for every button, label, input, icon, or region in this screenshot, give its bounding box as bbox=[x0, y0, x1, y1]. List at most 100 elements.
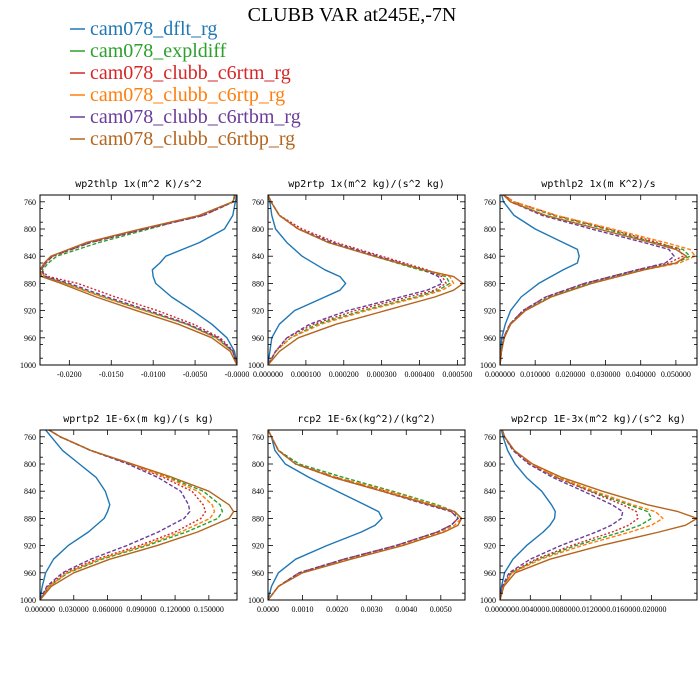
y-tick-label: 880 bbox=[252, 514, 264, 523]
series-line bbox=[500, 195, 580, 365]
x-tick-label: 0.000000 bbox=[485, 605, 515, 614]
panel-title: wp2thlp 1x(m^2 K)/s^2 bbox=[75, 179, 201, 190]
x-tick-label: 0.000000 bbox=[253, 370, 283, 379]
x-tick-label: 0.030000 bbox=[591, 370, 621, 379]
x-tick-label: 0.000100 bbox=[291, 370, 321, 379]
chart-panel: wprtp2 1E-6x(m kg)/(s kg) 760 800 840 880 920… bbox=[20, 414, 238, 614]
x-tick-label: 0.0030 bbox=[361, 605, 383, 614]
series-line bbox=[268, 430, 383, 600]
series-line bbox=[151, 195, 237, 365]
y-tick-label: 880 bbox=[252, 279, 264, 288]
x-tick-label: -0.0200 bbox=[57, 370, 82, 379]
x-tick-label: 0.0010 bbox=[292, 605, 314, 614]
x-tick-label: 0.0050 bbox=[430, 605, 452, 614]
series-line bbox=[40, 430, 191, 600]
series-line bbox=[268, 195, 447, 365]
series-group bbox=[40, 430, 235, 600]
y-tick-label: 960 bbox=[484, 569, 496, 578]
x-tick-label: 0.0040 bbox=[395, 605, 417, 614]
plot-frame bbox=[39, 429, 238, 601]
x-tick-label: -0.0000 bbox=[225, 370, 250, 379]
series-line bbox=[500, 430, 639, 600]
y-tick-label: 800 bbox=[24, 225, 36, 234]
y-tick-label: 840 bbox=[24, 252, 36, 261]
y-tick-label: 920 bbox=[24, 542, 36, 551]
x-tick-label: 0.120000 bbox=[160, 605, 190, 614]
y-tick-label: 960 bbox=[24, 334, 36, 343]
x-tick-label: 0.000000 bbox=[485, 370, 515, 379]
series-line bbox=[500, 430, 624, 600]
y-tick-label: 1000 bbox=[248, 361, 264, 370]
y-tick-label: 920 bbox=[484, 307, 496, 316]
legend-label: cam078_clubb_c6rtm_rg bbox=[90, 62, 291, 84]
series-line bbox=[500, 430, 697, 600]
x-tick-label: -0.0050 bbox=[183, 370, 208, 379]
y-tick-label: 880 bbox=[24, 514, 36, 523]
y-tick-label: 800 bbox=[252, 225, 264, 234]
legend-entry: cam078_clubb_c6rtbm_rg bbox=[70, 106, 301, 128]
panel-title: rcp2 1E-6x(kg^2)/(kg^2) bbox=[297, 414, 435, 425]
legend-label: cam078_clubb_c6rtbm_rg bbox=[90, 106, 301, 128]
y-tick-label: 880 bbox=[484, 514, 496, 523]
plot-frame bbox=[267, 429, 466, 601]
chart-panel: wp2thlp 1x(m^2 K)/s^2 760 800 840 880 920 960 1… bbox=[20, 179, 249, 379]
x-tick-label: 0.030000 bbox=[59, 605, 89, 614]
x-tick-label: -0.0150 bbox=[99, 370, 124, 379]
legend-entry: cam078_clubb_c6rtm_rg bbox=[70, 62, 291, 84]
chart-panel: wpthlp2 1x(m K^2)/s 760 800 840 880 920 960 100… bbox=[480, 179, 698, 379]
series-line bbox=[40, 430, 235, 600]
series-line bbox=[500, 195, 675, 365]
x-tick-label: 0.020000 bbox=[555, 370, 585, 379]
y-tick-label: 840 bbox=[24, 487, 36, 496]
series-line bbox=[40, 195, 237, 365]
legend-label: cam078_clubb_c6rtp_rg bbox=[90, 84, 285, 106]
y-tick-label: 1000 bbox=[20, 361, 36, 370]
y-tick-label: 760 bbox=[252, 198, 264, 207]
series-line bbox=[40, 430, 224, 600]
y-tick-label: 760 bbox=[252, 433, 264, 442]
y-tick-label: 760 bbox=[24, 198, 36, 207]
y-tick-label: 920 bbox=[24, 307, 36, 316]
series-line bbox=[268, 195, 464, 365]
series-group bbox=[500, 195, 696, 365]
series-line bbox=[268, 195, 443, 365]
y-tick-label: 920 bbox=[252, 307, 264, 316]
y-tick-label: 1000 bbox=[480, 596, 496, 605]
plot-frame bbox=[267, 194, 466, 366]
legend-label: cam078_expldiff bbox=[90, 40, 227, 62]
series-group bbox=[40, 195, 237, 365]
x-tick-label: 0.060000 bbox=[93, 605, 123, 614]
x-tick-label: 0.008000 bbox=[546, 605, 576, 614]
series-line bbox=[40, 195, 237, 365]
chart-panels: wp2thlp 1x(m^2 K)/s^2 760 800 840 880 920 960 1… bbox=[20, 179, 698, 614]
series-line bbox=[500, 195, 688, 365]
series-line bbox=[40, 195, 237, 365]
legend-label: cam078_clubb_c6rtbp_rg bbox=[90, 128, 295, 150]
y-tick-label: 880 bbox=[24, 279, 36, 288]
x-tick-label: 0.000400 bbox=[405, 370, 435, 379]
y-tick-label: 960 bbox=[252, 334, 264, 343]
plot-frame bbox=[499, 194, 698, 366]
y-tick-label: 760 bbox=[484, 198, 496, 207]
x-tick-label: 0.000000 bbox=[25, 605, 55, 614]
panel-title: wprtp2 1E-6x(m kg)/(s kg) bbox=[63, 414, 214, 425]
y-tick-label: 760 bbox=[24, 433, 36, 442]
legend: cam078_dflt_rgcam078_expldiffcam078_club… bbox=[70, 18, 301, 150]
legend-label: cam078_dflt_rg bbox=[90, 18, 217, 40]
x-tick-label: 0.000500 bbox=[442, 370, 472, 379]
series-line bbox=[500, 430, 557, 600]
x-tick-label: 0.0020 bbox=[326, 605, 348, 614]
x-tick-label: 0.000200 bbox=[329, 370, 359, 379]
y-tick-label: 960 bbox=[484, 334, 496, 343]
series-line bbox=[40, 430, 111, 600]
x-tick-label: 0.0000 bbox=[257, 605, 279, 614]
chart-panel: wp2rtp 1x(m^2 kg)/(s^2 kg) 760 800 840 880 92… bbox=[248, 179, 472, 379]
series-group bbox=[268, 430, 463, 600]
legend-entry: cam078_dflt_rg bbox=[70, 18, 217, 40]
series-line bbox=[268, 195, 347, 365]
legend-entry: cam078_expldiff bbox=[70, 40, 227, 62]
x-tick-label: 0.016000 bbox=[606, 605, 636, 614]
y-tick-label: 800 bbox=[24, 460, 36, 469]
y-tick-label: 800 bbox=[252, 460, 264, 469]
